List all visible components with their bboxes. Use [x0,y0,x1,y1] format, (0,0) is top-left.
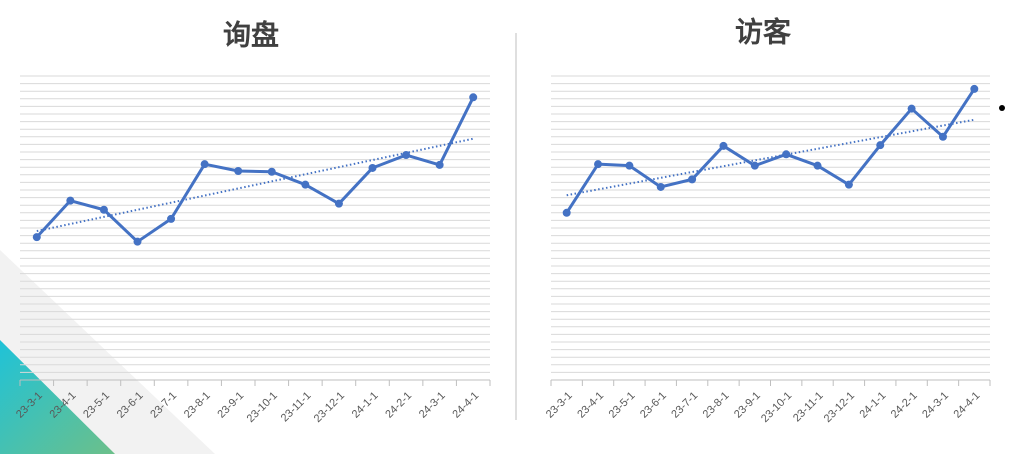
point [970,84,979,93]
point [719,141,728,150]
point [99,205,108,214]
x-tick-label: 24-3-1 [920,390,951,421]
point [167,214,176,223]
x-tick-label: 23-9-1 [215,390,246,421]
x-tick-label: 23-12-1 [822,390,857,425]
series-line [35,96,475,244]
point [907,104,916,113]
x-tick-label: 24-2-1 [889,390,920,421]
x-tick-label: 23-10-1 [759,390,794,425]
point [368,163,377,172]
x-tick-label: 23-7-1 [669,390,700,421]
point [435,160,444,169]
point [750,161,759,170]
x-tick-label: 24-1-1 [857,390,888,421]
x-tick-label: 23-11-1 [279,390,314,425]
x-tick-label: 23-8-1 [182,390,213,421]
x-tick-label: 24-2-1 [383,390,414,421]
chart-title: 询盘 [223,18,279,50]
point [813,161,822,170]
x-tick-label: 23-3-1 [544,390,575,421]
chart-title: 访客 [735,15,792,47]
x-tick-label: 23-11-1 [791,390,826,425]
point [688,175,697,184]
point [301,180,310,189]
x-tick-label: 24-4-1 [450,390,481,421]
x-tick-label: 23-5-1 [607,390,638,421]
point [66,196,75,205]
point [402,151,411,160]
point [782,150,791,159]
decor-gradient [0,340,115,454]
point [32,233,41,242]
x-tick-label: 23-12-1 [312,390,347,425]
x-tick-label: 23-6-1 [638,390,669,421]
trendline [566,118,975,197]
x-tick-label: 24-3-1 [417,390,448,421]
bullet [999,105,1005,111]
point [594,160,603,169]
point [133,237,142,246]
point [656,182,665,191]
point [876,141,885,150]
x-tick-label: 23-10-1 [245,390,280,425]
point [334,199,343,208]
series-line [565,88,976,214]
x-tick-label: 24-4-1 [952,390,983,421]
point [234,167,243,175]
point [562,208,571,217]
x-tick-label: 23-4-1 [575,390,606,421]
x-tick-label: 23-8-1 [701,390,732,421]
point [844,180,853,189]
x-tick-label: 24-1-1 [350,390,381,421]
point [267,167,276,176]
point [469,93,478,102]
point [625,161,634,170]
point [938,132,947,141]
point [200,160,209,169]
